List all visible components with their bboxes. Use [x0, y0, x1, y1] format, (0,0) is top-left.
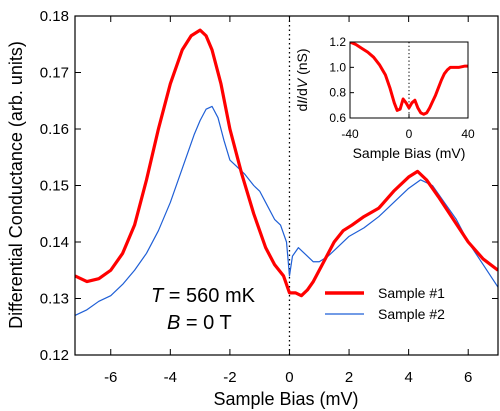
inset-y-ticks: 0.6 0.8 1.0 1.2 — [329, 35, 354, 125]
annotation-field-symbol: B — [167, 312, 180, 334]
inset-y-axis-title-d1: d — [294, 104, 310, 112]
legend: Sample #1 Sample #2 — [325, 285, 445, 322]
main-plot: -6 -4 -2 0 2 4 6 0.120.130.140.150.160.170.18 … — [6, 8, 499, 409]
main-series-group — [75, 28, 498, 316]
inset-x-ticks: -40 0 40 — [341, 114, 475, 141]
inset-y-axis-title: dI/dV (nS) — [294, 48, 310, 111]
svg-text:B = 0 T: B = 0 T — [167, 312, 232, 334]
inset-y-axis-title-v: V — [294, 77, 310, 88]
annotation-temperature: T = 560 mK — [151, 285, 256, 307]
series-line-sample-2 — [75, 105, 498, 316]
main-y-axis-title: Differential Conductance (arb. units) — [6, 41, 26, 329]
x-tick-label: 4 — [404, 369, 412, 386]
inset-x-tick-label: 40 — [461, 127, 475, 141]
y-tick-label: 0.16 — [40, 121, 69, 138]
inset-y-tick-label: 0.6 — [329, 111, 346, 125]
main-x-ticks: -6 -4 -2 0 2 4 6 — [104, 16, 472, 386]
main-x-axis-title: Sample Bias (mV) — [213, 389, 358, 409]
annotation-field: B = 0 T — [167, 312, 232, 334]
inset-x-tick-label: 0 — [406, 127, 413, 141]
inset-y-axis-title-unit: (nS) — [294, 48, 310, 78]
inset-y-tick-label: 1.2 — [329, 35, 346, 49]
x-tick-label: -2 — [223, 369, 236, 386]
inset-y-axis-title-i: I — [294, 100, 310, 104]
y-tick-label: 0.15 — [40, 178, 69, 195]
x-tick-label: -4 — [164, 369, 177, 386]
inset-y-tick-label: 1.0 — [329, 60, 346, 74]
main-y-ticks: 0.12 0.13 0.14 0.15 0.16 0.17 0.18 — [40, 8, 498, 364]
y-tick-label: 0.12 — [40, 347, 69, 364]
inset-series-group — [350, 42, 468, 116]
x-tick-label: 2 — [345, 369, 353, 386]
svg-text:T = 560 mK: T = 560 mK — [151, 285, 256, 307]
legend-label-sample-2: Sample #2 — [378, 306, 445, 322]
inset-x-tick-label: -40 — [341, 127, 359, 141]
annotation-temperature-symbol: T — [151, 285, 165, 307]
inset-y-axis-title-d2: /d — [294, 88, 310, 100]
x-tick-label: -6 — [104, 369, 117, 386]
inset-plot: -40 0 40 0.6 0.8 1.0 1.2 Sample Bias (mV) dI/… — [294, 35, 475, 161]
y-tick-label: 0.18 — [40, 8, 69, 25]
y-tick-label: 0.17 — [40, 65, 69, 82]
series-line-sample-1 — [75, 28, 498, 298]
annotation-temperature-value: = 560 mK — [163, 285, 255, 307]
y-tick-label: 0.14 — [40, 234, 69, 251]
x-tick-label: 0 — [285, 369, 293, 386]
x-tick-label: 6 — [464, 369, 472, 386]
annotation-field-value: = 0 T — [180, 312, 231, 334]
legend-label-sample-1: Sample #1 — [378, 285, 445, 301]
inset-x-axis-title: Sample Bias (mV) — [353, 145, 466, 161]
inset-series-line — [350, 42, 468, 116]
y-tick-label: 0.13 — [40, 291, 69, 308]
inset-y-tick-label: 0.8 — [329, 86, 346, 100]
